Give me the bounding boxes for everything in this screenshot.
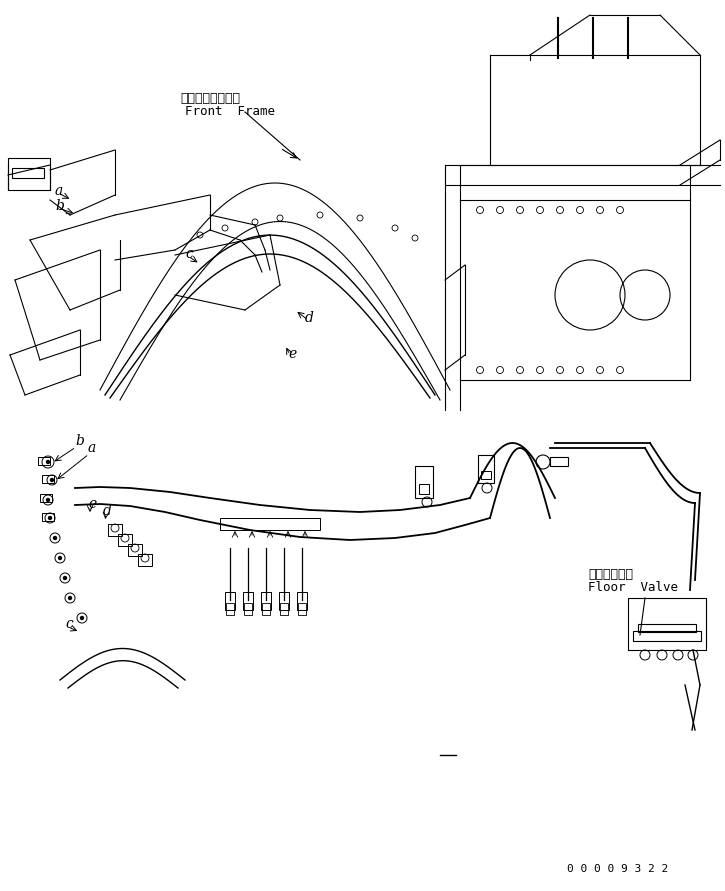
Text: b: b (75, 434, 84, 448)
Bar (638, 624, 696, 632)
Bar (298, 603, 306, 615)
Bar (118, 534, 132, 546)
Text: 0 0 0 0 9 3 2 2: 0 0 0 0 9 3 2 2 (568, 864, 668, 874)
Bar (220, 518, 320, 530)
Text: c: c (65, 617, 72, 631)
Circle shape (51, 478, 54, 481)
Bar (550, 457, 568, 466)
Bar (419, 484, 429, 494)
Bar (415, 466, 433, 498)
Bar (225, 592, 235, 610)
Text: フロアバルブ: フロアバルブ (588, 568, 633, 581)
Bar (633, 631, 701, 641)
Bar (42, 513, 54, 521)
Text: e: e (88, 497, 96, 511)
Text: d: d (103, 504, 112, 518)
Bar (262, 603, 270, 615)
Bar (8, 158, 50, 190)
Bar (280, 603, 288, 615)
Circle shape (49, 517, 51, 519)
Circle shape (59, 557, 62, 560)
Circle shape (46, 461, 49, 463)
Bar (108, 524, 122, 536)
Text: d: d (305, 311, 314, 325)
Bar (297, 592, 307, 610)
Circle shape (64, 576, 67, 579)
Bar (12, 168, 44, 178)
Bar (478, 455, 494, 483)
Bar (244, 603, 252, 615)
Bar (628, 598, 706, 650)
Text: Front  Frame: Front Frame (185, 105, 275, 118)
Bar (138, 554, 152, 566)
Bar (40, 494, 52, 502)
Bar (42, 475, 54, 483)
Circle shape (54, 536, 57, 539)
Text: フロントフレーム: フロントフレーム (180, 92, 240, 105)
Text: e: e (288, 347, 297, 361)
Text: b: b (55, 199, 64, 213)
Bar (279, 592, 289, 610)
Text: a: a (88, 441, 96, 455)
Bar (261, 592, 271, 610)
Circle shape (46, 498, 49, 502)
Bar (38, 457, 50, 465)
Circle shape (80, 617, 83, 619)
Bar (243, 592, 253, 610)
Circle shape (68, 596, 72, 600)
Text: a: a (55, 184, 63, 198)
Text: Floor  Valve: Floor Valve (588, 581, 678, 594)
Bar (128, 544, 142, 556)
Text: c: c (185, 247, 193, 261)
Bar (481, 471, 491, 479)
Bar (226, 603, 234, 615)
